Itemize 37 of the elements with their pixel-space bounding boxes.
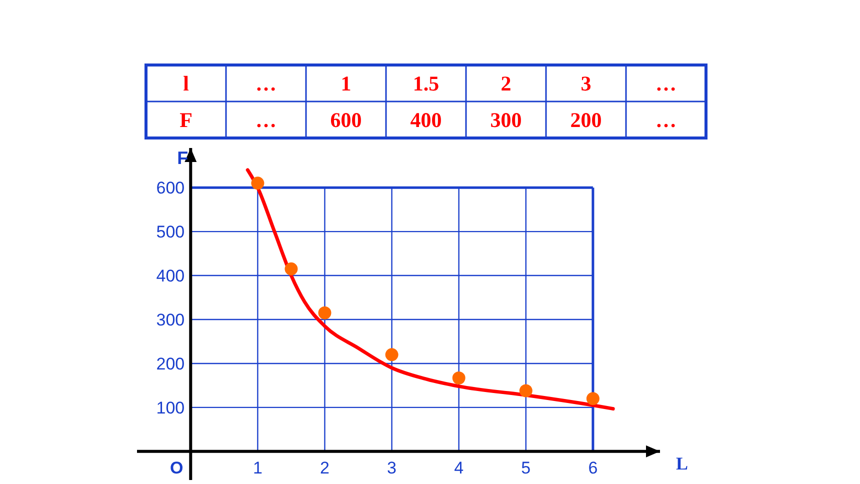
- text: 600: [330, 108, 362, 132]
- point: [519, 384, 532, 398]
- point: [586, 392, 600, 406]
- y-axis-title: F: [177, 148, 188, 168]
- y-tick-label: 200: [156, 354, 185, 374]
- x-tick-label: 4: [454, 458, 464, 478]
- text: …: [656, 71, 676, 96]
- text: …: [256, 108, 276, 132]
- y-tick-label: 600: [156, 178, 185, 198]
- y-tick-label: 100: [156, 398, 185, 418]
- text: 400: [410, 108, 442, 132]
- text: F: [180, 108, 192, 132]
- text: l: [183, 71, 190, 96]
- x-axis-title: L: [676, 453, 688, 474]
- text: 300: [490, 108, 522, 132]
- x-tick-label: 5: [521, 458, 531, 478]
- text: 1: [340, 71, 352, 96]
- point: [318, 306, 332, 320]
- point: [452, 371, 466, 384]
- text: 3: [580, 71, 592, 96]
- point: [385, 348, 398, 362]
- x-tick-label: 2: [320, 458, 330, 478]
- text: 200: [570, 108, 602, 132]
- x-tick-label: 3: [387, 458, 397, 478]
- point: [284, 262, 298, 276]
- x-tick-label: 1: [252, 458, 262, 478]
- y-tick-label: 400: [156, 266, 185, 286]
- text: …: [656, 108, 676, 132]
- text: 2: [500, 71, 512, 96]
- point: [251, 176, 264, 190]
- text: …: [256, 71, 276, 96]
- x-tick-label: 6: [588, 458, 598, 478]
- y-tick-label: 300: [156, 310, 185, 330]
- line-series: [246, 168, 615, 411]
- text: 1.5: [412, 71, 440, 96]
- annotation: O: [170, 458, 184, 478]
- y-tick-label: 500: [156, 222, 185, 242]
